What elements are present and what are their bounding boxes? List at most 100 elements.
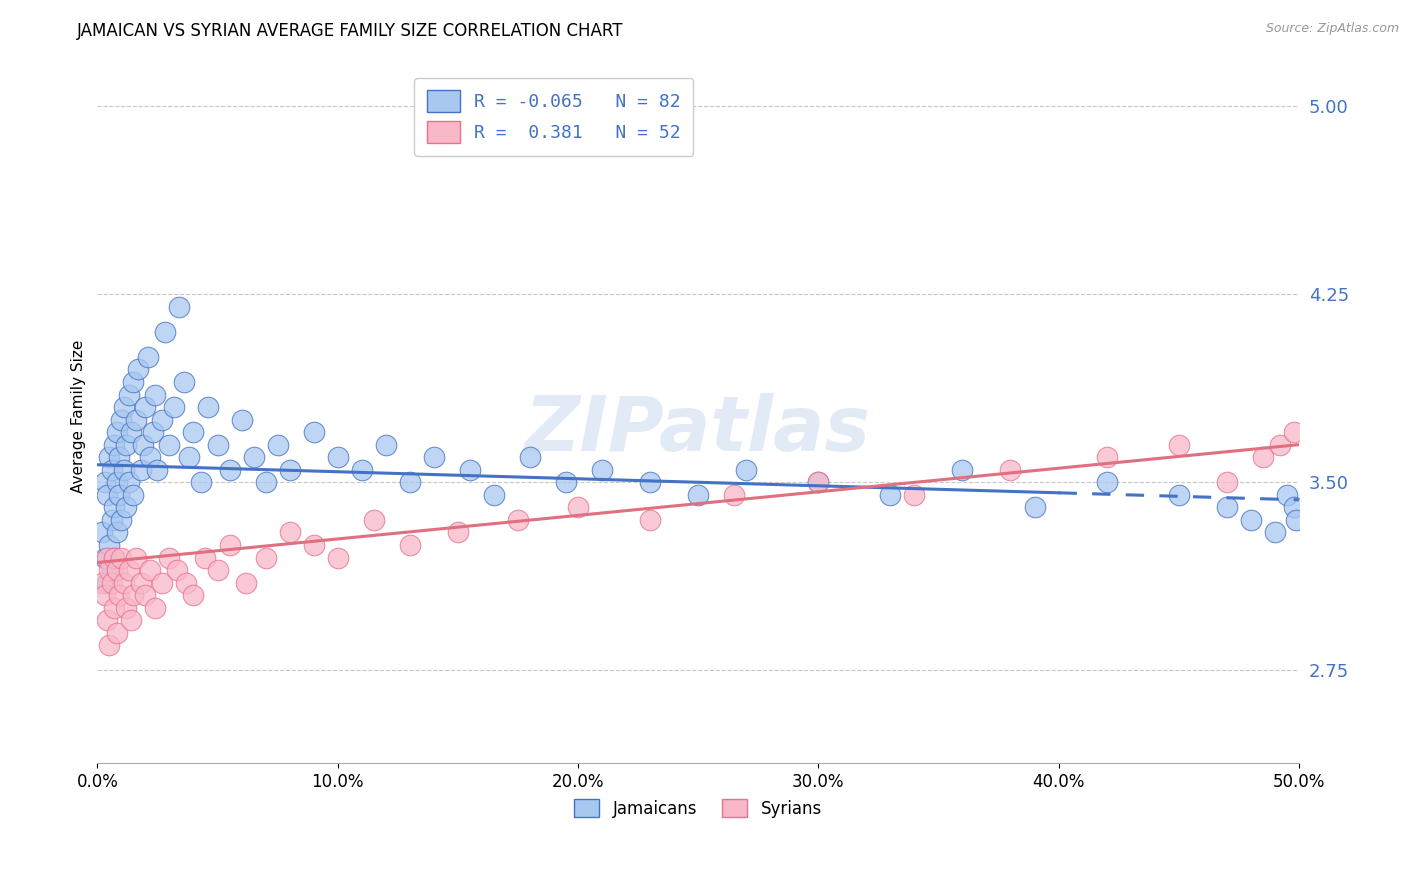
Point [374,438,396,452]
Point [120,613,142,627]
Y-axis label: Average Family Size: Average Family Size [72,339,86,492]
Point [458,463,481,477]
Point [103,550,125,565]
Point [807,475,830,490]
Point [482,488,505,502]
Point [266,438,288,452]
Point [1282,425,1305,439]
Point [143,600,166,615]
Point [91,525,114,540]
Point [1275,488,1298,502]
Point [96,613,118,627]
Point [96,550,118,565]
Point [1095,450,1118,465]
Point [122,375,145,389]
Point [103,600,125,615]
Point [952,463,974,477]
Point [103,438,125,452]
Point [110,412,132,426]
Point [163,400,186,414]
Point [105,525,128,540]
Point [120,425,142,439]
Point [110,513,132,527]
Point [100,463,122,477]
Point [93,588,115,602]
Point [100,513,122,527]
Point [1282,500,1305,515]
Point [143,387,166,401]
Point [153,325,176,339]
Point [1264,525,1286,540]
Point [122,588,145,602]
Point [735,463,758,477]
Point [903,488,925,502]
Point [91,575,114,590]
Point [723,488,745,502]
Point [197,400,219,414]
Point [146,463,169,477]
Point [1167,438,1189,452]
Point [159,438,181,452]
Point [190,475,212,490]
Point [96,575,118,590]
Point [278,525,301,540]
Point [112,463,135,477]
Point [108,588,131,602]
Point [142,425,165,439]
Point [398,538,420,552]
Point [1167,488,1189,502]
Point [134,400,156,414]
Point [1000,463,1022,477]
Point [242,450,264,465]
Point [125,550,148,565]
Point [638,513,661,527]
Point [139,563,162,577]
Point [555,475,578,490]
Point [96,488,118,502]
Point [167,300,190,314]
Point [231,412,253,426]
Point [129,463,152,477]
Point [398,475,420,490]
Point [447,525,470,540]
Point [112,575,135,590]
Point [125,412,148,426]
Point [278,463,301,477]
Point [105,625,128,640]
Point [218,463,240,477]
Point [100,563,122,577]
Point [177,450,200,465]
Point [105,475,128,490]
Point [807,475,830,490]
Point [1024,500,1046,515]
Point [1240,513,1263,527]
Point [350,463,373,477]
Point [207,563,229,577]
Point [254,475,277,490]
Point [159,550,181,565]
Point [638,475,661,490]
Point [183,588,205,602]
Point [1285,513,1308,527]
Point [183,425,205,439]
Point [194,550,217,565]
Point [591,463,613,477]
Point [207,438,229,452]
Point [110,550,132,565]
Point [105,425,128,439]
Text: JAMAICAN VS SYRIAN AVERAGE FAMILY SIZE CORRELATION CHART: JAMAICAN VS SYRIAN AVERAGE FAMILY SIZE C… [77,22,624,40]
Text: ZIPatlas: ZIPatlas [524,392,872,467]
Point [173,375,195,389]
Text: Source: ZipAtlas.com: Source: ZipAtlas.com [1265,22,1399,36]
Point [423,450,446,465]
Point [1251,450,1274,465]
Point [326,450,349,465]
Point [136,350,159,364]
Point [519,450,541,465]
Point [103,500,125,515]
Point [117,563,139,577]
Point [127,362,149,376]
Point [302,425,325,439]
Point [115,500,138,515]
Point [117,475,139,490]
